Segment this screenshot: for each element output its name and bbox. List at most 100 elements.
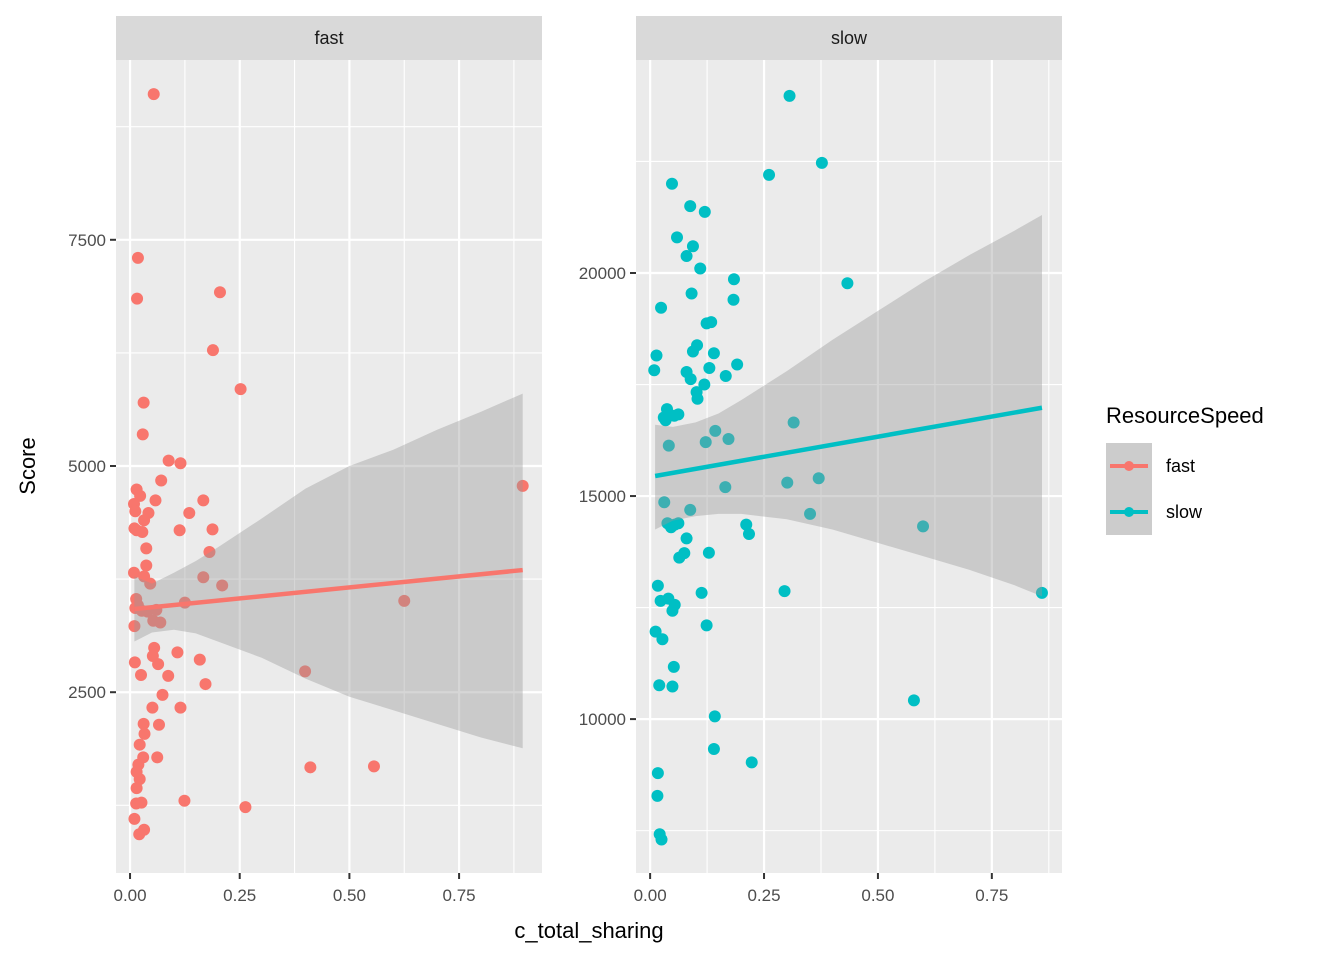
- data-point-fast: [144, 577, 157, 590]
- data-point-fast: [367, 760, 380, 773]
- data-point-slow: [907, 694, 920, 707]
- data-point-slow: [659, 414, 672, 427]
- data-point-fast: [154, 616, 167, 629]
- data-point-slow: [656, 633, 669, 646]
- data-point-fast: [137, 396, 150, 409]
- data-point-fast: [199, 678, 212, 691]
- data-point-slow: [655, 301, 668, 314]
- data-point-slow: [698, 378, 711, 391]
- data-point-slow: [763, 168, 776, 181]
- data-point-slow: [787, 416, 800, 429]
- data-point-fast: [304, 761, 317, 774]
- data-point-slow: [654, 594, 667, 607]
- data-point-fast: [128, 812, 141, 825]
- data-point-fast: [131, 292, 144, 305]
- data-point-slow: [651, 767, 664, 780]
- data-point-slow: [671, 231, 684, 244]
- data-point-fast: [216, 579, 229, 592]
- y-tick-label: 10000: [579, 710, 626, 729]
- data-point-slow: [653, 679, 666, 692]
- data-point-slow: [666, 680, 679, 693]
- data-point-slow: [731, 358, 744, 371]
- data-point-slow: [685, 287, 698, 300]
- data-point-fast: [213, 286, 226, 299]
- x-tick-label: 0.00: [113, 886, 146, 905]
- data-point-slow: [740, 518, 753, 531]
- fit-line-fast: [134, 567, 523, 612]
- x-tick-label: 0.25: [223, 886, 256, 905]
- x-tick-label: 0.75: [443, 886, 476, 905]
- data-point-slow: [727, 293, 740, 306]
- data-point-slow: [695, 586, 708, 599]
- data-point-slow: [709, 424, 722, 437]
- x-tick-label: 0.25: [747, 886, 780, 905]
- data-point-slow: [698, 205, 711, 218]
- x-tick-label: 0.75: [975, 886, 1008, 905]
- data-point-slow: [815, 156, 828, 169]
- data-point-slow: [707, 742, 720, 755]
- data-point-fast: [135, 669, 148, 682]
- data-point-slow: [666, 604, 679, 617]
- data-point-fast: [130, 782, 143, 795]
- data-point-fast: [151, 751, 164, 764]
- data-point-fast: [197, 494, 210, 507]
- panel-slow: slow 0.00 0.25 0.50 0.75 10000 15000 20000: [579, 16, 1062, 905]
- data-point-slow: [686, 345, 699, 358]
- data-point-fast: [197, 571, 210, 584]
- data-point-fast: [138, 727, 151, 740]
- data-point-fast: [183, 507, 196, 520]
- data-point-slow: [680, 250, 693, 263]
- facet-strip-fast: [116, 16, 542, 60]
- data-point-slow: [668, 518, 681, 531]
- data-point-slow: [684, 503, 697, 516]
- data-point-fast: [203, 545, 216, 558]
- data-point-slow: [686, 240, 699, 253]
- data-point-fast: [140, 559, 153, 572]
- y-tick-label: 20000: [579, 264, 626, 283]
- data-point-slow: [708, 710, 721, 723]
- data-point-fast: [162, 669, 175, 682]
- data-point-slow: [672, 408, 685, 421]
- data-point-slow: [667, 660, 680, 673]
- data-point-fast: [138, 514, 151, 527]
- x-axis-title: c_total_sharing: [514, 918, 663, 943]
- y-tick-label: 5000: [68, 457, 106, 476]
- data-point-fast: [398, 594, 411, 607]
- data-point-fast: [133, 828, 146, 841]
- data-point-fast: [174, 457, 187, 470]
- data-point-slow: [719, 370, 732, 383]
- data-point-fast: [206, 523, 219, 536]
- data-point-slow: [745, 756, 758, 769]
- data-point-fast: [136, 526, 149, 539]
- x-tick-label: 0.50: [861, 886, 894, 905]
- data-point-slow: [783, 89, 796, 102]
- legend-label-slow: slow: [1166, 502, 1203, 522]
- data-point-fast: [146, 701, 159, 714]
- y-tick-label: 2500: [68, 683, 106, 702]
- data-point-fast: [162, 454, 175, 467]
- legend-title: ResourceSpeed: [1106, 403, 1264, 428]
- data-point-fast: [178, 794, 191, 807]
- data-point-fast: [147, 88, 160, 101]
- data-point-slow: [742, 527, 755, 540]
- data-point-fast: [299, 665, 312, 678]
- data-point-fast: [133, 738, 146, 751]
- data-point-fast: [174, 701, 187, 714]
- data-point-slow: [655, 833, 668, 846]
- data-point-fast: [149, 494, 162, 507]
- data-point-fast: [128, 620, 141, 633]
- legend-keys-background: [1106, 443, 1152, 535]
- data-point-fast: [127, 566, 140, 579]
- data-point-fast: [156, 688, 169, 701]
- data-point-fast: [136, 428, 149, 441]
- data-point-slow: [722, 432, 735, 445]
- data-point-slow: [650, 349, 663, 362]
- data-point-fast: [137, 717, 150, 730]
- data-point-slow: [694, 262, 707, 275]
- legend-key-slow-point: [1124, 507, 1134, 517]
- confidence-band-slow: [655, 215, 1042, 597]
- data-point-fast: [152, 658, 165, 671]
- y-tick-label: 7500: [68, 231, 106, 250]
- data-point-slow: [917, 520, 930, 533]
- x-tick-label: 0.00: [634, 886, 667, 905]
